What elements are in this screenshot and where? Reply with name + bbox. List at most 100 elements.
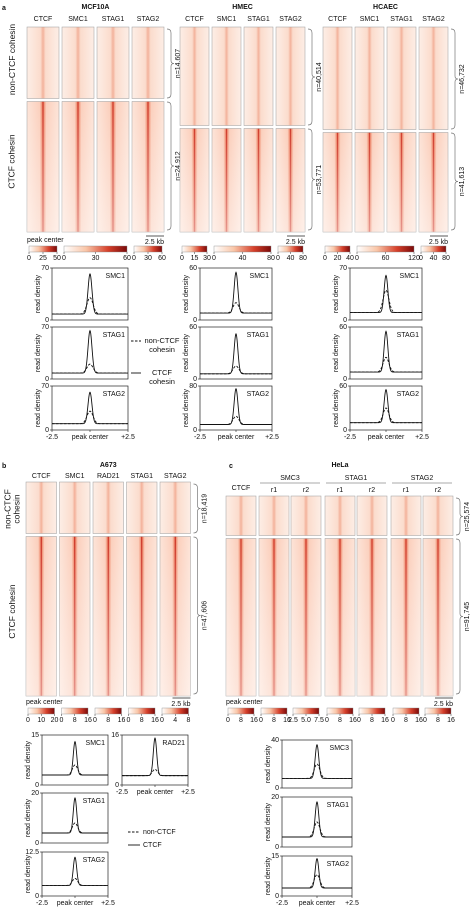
colorbar-tick-label: 0	[276, 255, 280, 262]
y-tick-label: 0	[35, 893, 39, 900]
count-label: n=46,732	[459, 64, 466, 93]
colorbar-tick-label: 0	[212, 255, 216, 262]
colorbar-tick-label: 20	[51, 717, 59, 724]
colorbar-tick-label: 30	[144, 255, 152, 262]
colorbar-tick-label: 2.5	[288, 717, 298, 724]
colorbar-tick-label: 25	[39, 255, 47, 262]
heatmap-fade	[27, 101, 59, 232]
count-label: n=18,419	[201, 494, 208, 523]
heatmap-top	[159, 481, 191, 534]
colorbar	[326, 707, 354, 715]
y-axis-label: read density	[25, 740, 32, 779]
colorbar-tick-label: 30	[92, 255, 100, 262]
heatmap-top	[59, 481, 91, 534]
colorbar-tick-label: 40	[430, 255, 438, 262]
heatmap-fade	[259, 538, 289, 696]
colorbar-tick-label: 60	[158, 255, 166, 262]
profile-frame	[199, 326, 273, 380]
y-tick-label: 15	[31, 732, 39, 739]
y-axis-label: read density	[333, 388, 340, 427]
colorbar-tick-label: 120	[408, 255, 420, 262]
column-label: STAG1	[390, 16, 413, 23]
group-title: HMEC	[232, 4, 253, 11]
x-tick-label: -2.5	[36, 900, 48, 907]
colorbar-tick-label: 4	[173, 717, 177, 724]
heatmap-fade	[276, 128, 305, 232]
x-tick-label: peak center	[57, 900, 94, 907]
colorbar	[128, 707, 156, 715]
column-label: STAG1	[102, 16, 125, 23]
replicate-label: r2	[369, 487, 375, 494]
colorbar-tick-label: 0	[323, 255, 327, 262]
profile-label: STAG1	[397, 332, 420, 339]
colorbar-tick-label: 16	[151, 717, 159, 724]
panel-label: a	[2, 5, 6, 12]
column-label: CTCF	[32, 473, 51, 480]
column-label: CTCF	[185, 16, 204, 23]
legend-label: CTCF cohesin	[149, 368, 175, 386]
colorbar	[133, 245, 163, 253]
y-tick-label: 40	[271, 737, 279, 744]
colorbar	[227, 707, 255, 715]
colorbar-tick-label: 0	[419, 255, 423, 262]
colorbar-tick-label: 0	[26, 717, 30, 724]
y-tick-label: 0	[275, 844, 279, 851]
colorbar	[161, 707, 189, 715]
profile-curve	[350, 330, 422, 373]
profile-label: STAG2	[327, 861, 350, 868]
profile-frame	[121, 734, 189, 786]
heatmap-top	[92, 481, 124, 534]
y-tick-label: 70	[41, 383, 49, 390]
count-label: n=91,745	[464, 602, 471, 631]
profile-label: SMC1	[86, 740, 106, 747]
colorbar	[94, 707, 122, 715]
count-label: n=14,607	[175, 49, 182, 78]
heatmap-top	[25, 481, 57, 534]
panel-label: b	[2, 463, 6, 470]
colorbar-tick-label: 16	[415, 717, 423, 724]
brace	[450, 132, 459, 231]
heatmap-fade	[160, 536, 191, 696]
colorbar	[392, 707, 420, 715]
y-axis-label: read density	[333, 333, 340, 372]
y-tick-label: 0	[35, 840, 39, 847]
scale-bar-label: 2.5 kb	[145, 239, 164, 246]
y-axis-label: read density	[183, 274, 190, 313]
y-tick-label: 0	[45, 376, 49, 383]
column-group-label: SMC3	[280, 475, 300, 482]
heatmap-fade	[355, 132, 384, 232]
colorbar-tick-label: 40	[239, 255, 247, 262]
profile-frame	[349, 326, 423, 380]
colorbar-tick-label: 40	[287, 255, 295, 262]
profile-label: STAG1	[247, 332, 270, 339]
profile-label: SMC1	[400, 273, 420, 280]
y-tick-label: 70	[41, 324, 49, 331]
heatmap-top	[26, 26, 60, 99]
profile-curve	[200, 332, 272, 375]
y-tick-label: 0	[275, 893, 279, 900]
heatmap-top	[61, 26, 95, 99]
brace	[193, 536, 201, 695]
column-label: STAG2	[164, 473, 187, 480]
y-tick-label: 70	[339, 265, 347, 272]
heatmap-fade	[212, 128, 241, 232]
colorbar-tick-label: 16	[84, 717, 92, 724]
colorbar-tick-label: 15	[191, 255, 199, 262]
brace	[193, 483, 201, 534]
colorbar-tick-label: 80	[299, 255, 307, 262]
profile-curve	[200, 387, 272, 425]
heatmap-fade	[323, 132, 352, 232]
heatmap-top	[356, 495, 388, 536]
scale-bar-label: 2.5 kb	[429, 239, 448, 246]
profile-frame	[41, 734, 109, 786]
profile-curve	[52, 272, 128, 315]
colorbar-tick-label: 0	[357, 717, 361, 724]
profile-curve	[282, 857, 352, 889]
heatmap-fade	[325, 538, 355, 696]
y-axis-label: read density	[35, 333, 42, 372]
x-tick-label: +2.5	[345, 900, 359, 907]
heatmap-fade	[180, 128, 209, 232]
brace	[166, 101, 175, 231]
count-label: n=53,771	[316, 165, 323, 194]
